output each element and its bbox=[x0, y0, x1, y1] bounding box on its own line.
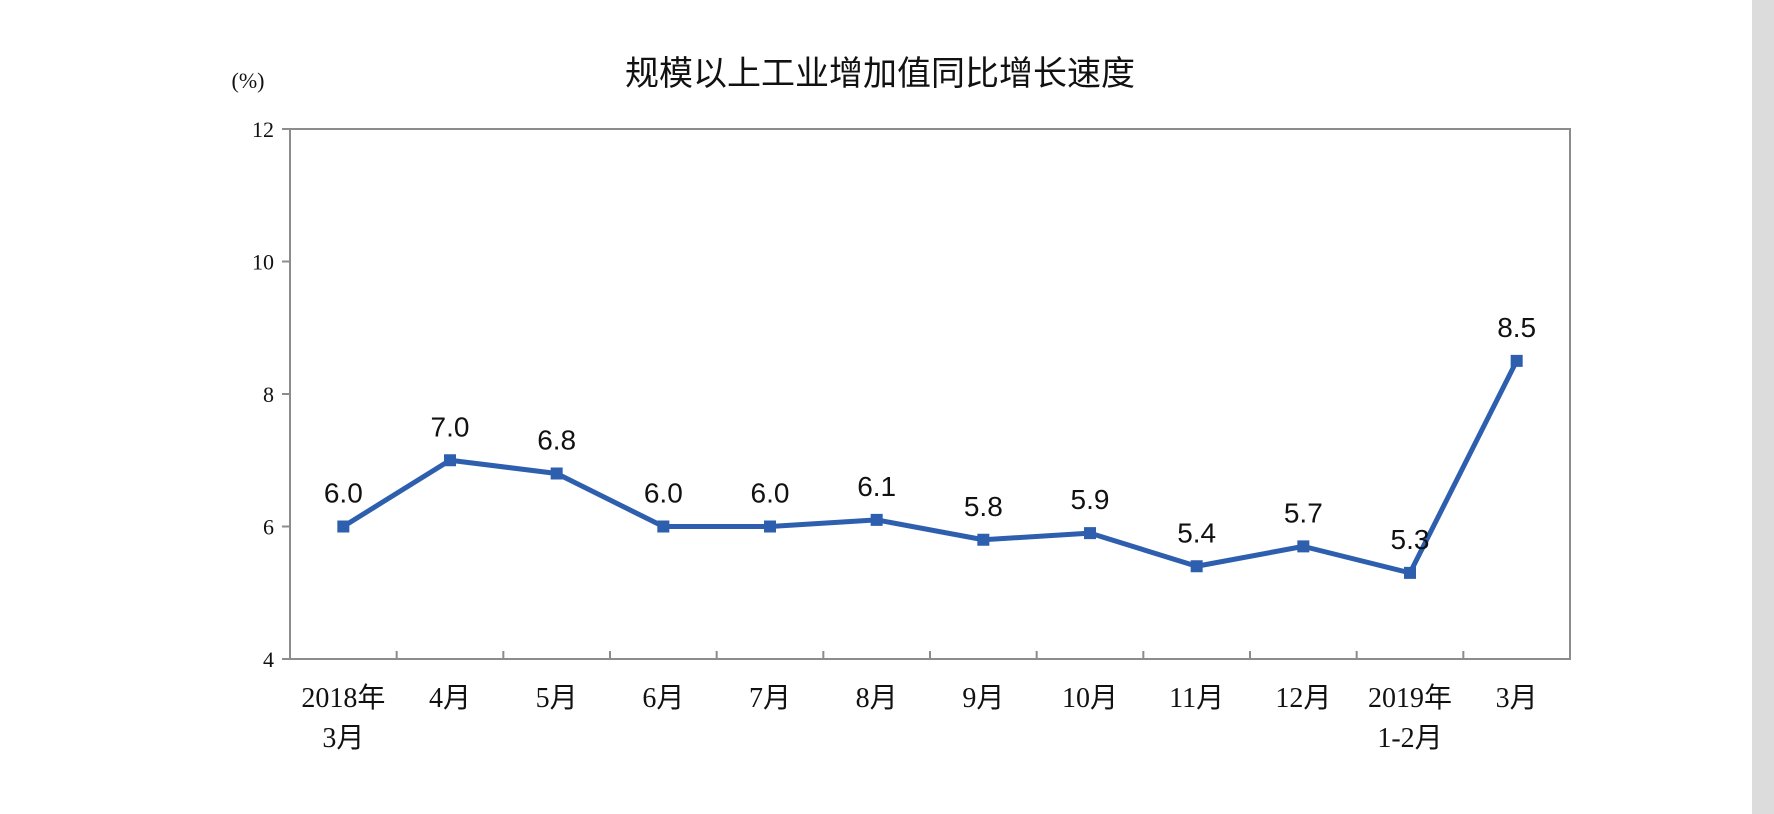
data-label: 7.0 bbox=[431, 411, 470, 442]
x-tick-label-line: 6月 bbox=[642, 683, 684, 714]
x-tick-label-line: 5月 bbox=[536, 683, 578, 714]
plot-area bbox=[289, 128, 1571, 660]
x-tick-label-line: 4月 bbox=[429, 683, 471, 714]
y-tick-label: 6 bbox=[263, 515, 274, 540]
x-tick-label-line: 9月 bbox=[962, 683, 1004, 714]
x-tick-label: 4月 bbox=[429, 683, 471, 714]
x-tick-label-line: 3月 bbox=[1496, 683, 1538, 714]
data-point-marker bbox=[1084, 527, 1096, 540]
data-label: 5.3 bbox=[1391, 524, 1430, 555]
data-label: 6.0 bbox=[644, 478, 683, 509]
x-tick-label: 3月 bbox=[1496, 683, 1538, 714]
x-tick-label: 10月 bbox=[1062, 683, 1118, 714]
x-tick-label: 12月 bbox=[1275, 683, 1331, 714]
x-axis: 2018年 3月 4月 5月 6月 7月 8月 9月 10月 11月 12月 2019年 1-2月 3月 bbox=[301, 651, 1538, 754]
data-label: 8.5 bbox=[1497, 312, 1536, 343]
data-point-marker bbox=[1297, 540, 1310, 553]
data-point-marker bbox=[1404, 566, 1416, 579]
x-tick-label-line: 11月 bbox=[1169, 683, 1224, 714]
series-markers bbox=[337, 354, 1523, 579]
data-point-marker bbox=[870, 513, 883, 526]
x-tick-label-line: 8月 bbox=[856, 683, 898, 714]
data-point-marker bbox=[977, 533, 990, 546]
x-tick-label: 9月 bbox=[962, 683, 1004, 714]
x-tick-label: 8月 bbox=[856, 683, 898, 714]
x-tick-label: 7月 bbox=[749, 683, 791, 714]
y-tick-label: 4 bbox=[263, 647, 274, 672]
x-tick-label: 2019年 1-2月 bbox=[1368, 682, 1452, 754]
data-label: 5.4 bbox=[1177, 517, 1216, 548]
data-label: 6.8 bbox=[537, 425, 576, 456]
data-point-marker bbox=[444, 454, 456, 467]
data-point-marker bbox=[1510, 354, 1523, 367]
data-label: 5.9 bbox=[1071, 484, 1110, 515]
x-tick-label-line: 2019年 bbox=[1368, 682, 1452, 714]
x-tick-label-line: 12月 bbox=[1275, 683, 1331, 714]
data-label: 6.1 bbox=[857, 471, 896, 502]
x-tick-label: 2018年 3月 bbox=[301, 682, 385, 754]
data-label: 6.0 bbox=[751, 478, 790, 509]
data-point-marker bbox=[657, 520, 670, 533]
y-axis-unit: (%) bbox=[232, 68, 265, 93]
x-tick-label-line: 7月 bbox=[749, 683, 791, 714]
x-tick-label: 11月 bbox=[1169, 683, 1224, 714]
data-point-marker bbox=[764, 520, 776, 533]
x-tick-label-line: 10月 bbox=[1062, 683, 1118, 714]
y-tick-label: 8 bbox=[263, 382, 274, 407]
data-label: 6.0 bbox=[324, 478, 363, 509]
y-tick-label: 12 bbox=[252, 117, 274, 142]
data-point-marker bbox=[550, 467, 563, 480]
chart-title: 规模以上工业增加值同比增长速度 bbox=[625, 54, 1135, 94]
x-tick-label: 6月 bbox=[642, 683, 684, 714]
x-tick-label-line: 1-2月 bbox=[1377, 723, 1442, 754]
x-tick-label-line: 3月 bbox=[322, 723, 364, 754]
y-tick-label: 10 bbox=[252, 250, 274, 275]
data-label: 5.7 bbox=[1284, 497, 1323, 528]
x-tick-label: 5月 bbox=[536, 683, 578, 714]
right-edge-band bbox=[1752, 0, 1774, 814]
series-line bbox=[340, 358, 1520, 576]
data-label: 5.8 bbox=[964, 491, 1003, 522]
data-point-marker bbox=[1190, 560, 1203, 573]
y-axis: 4 6 8 10 12 bbox=[252, 117, 290, 672]
data-point-marker bbox=[337, 520, 350, 533]
data-labels: 6.0 7.0 6.8 6.0 6.0 6.1 5.8 5.9 5.4 5.7 5.3 8.5 bbox=[324, 312, 1536, 555]
x-tick-label-line: 2018年 bbox=[301, 682, 385, 714]
